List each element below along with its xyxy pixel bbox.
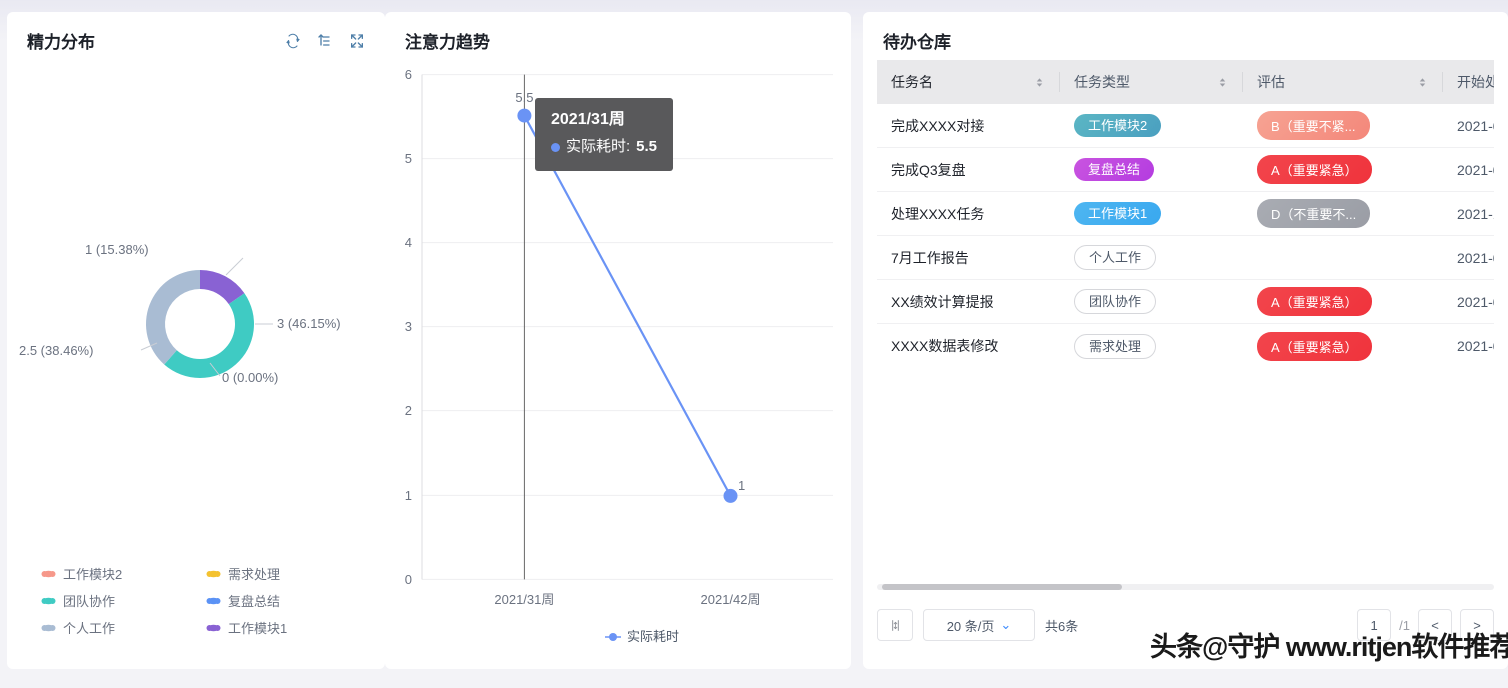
svg-text:3: 3 [405,319,412,334]
svg-text:0: 0 [405,572,412,587]
svg-text:1 (15.38%): 1 (15.38%) [85,242,149,257]
svg-text:4: 4 [405,235,412,250]
svg-text:5: 5 [405,151,412,166]
svg-text:实际耗时: 实际耗时 [627,629,679,644]
svg-text:2021/31周: 2021/31周 [494,592,554,607]
svg-text:1: 1 [405,488,412,503]
svg-text:0 (0.00%): 0 (0.00%) [222,370,278,385]
svg-text:2: 2 [405,403,412,418]
svg-text:2.5 (38.46%): 2.5 (38.46%) [19,343,93,358]
svg-text:6: 6 [405,67,412,82]
svg-text:2021/42周: 2021/42周 [701,592,761,607]
svg-text:1: 1 [738,478,745,493]
svg-text:5.5: 5.5 [515,90,533,105]
svg-text:3 (46.15%): 3 (46.15%) [277,316,341,331]
